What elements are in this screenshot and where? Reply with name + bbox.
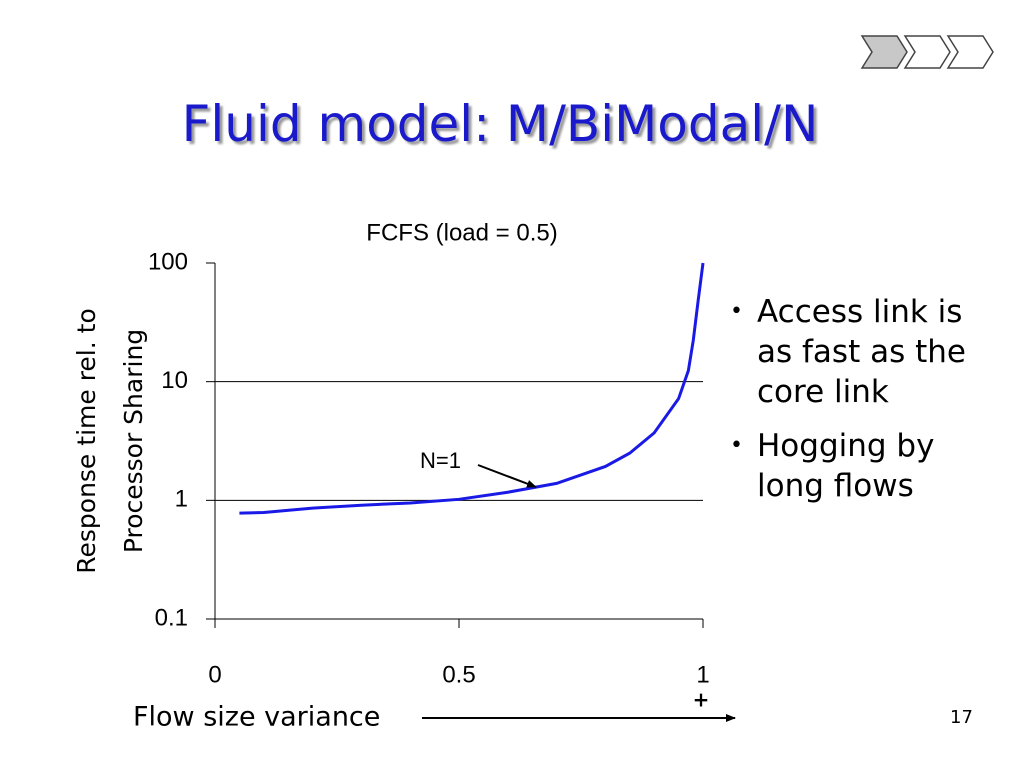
bullet: Access link is as fast as the core link [730,292,990,412]
data-line [239,262,705,515]
page-number: 17 [950,707,973,728]
y-tick-label: 1 [175,486,188,513]
y-tick-label: 100 [148,248,188,275]
y-axis-label: Processor Sharing [119,329,148,553]
y-tick-label: 0.1 [155,604,188,631]
chart-title: FCFS (load = 0.5) [366,219,557,246]
y-tick-label: 10 [161,367,188,394]
bullet: Hogging by long flows [730,426,990,506]
x-axis-label: Flow size variance [133,702,380,733]
x-tick-label: 0 [208,661,221,688]
x-axis-label-suffix: + [693,688,710,712]
x-tick-label: 0.5 [442,661,475,688]
x-tick-label: 1 [696,661,709,688]
annotation-arrow [477,464,537,488]
nav-chevrons [860,35,994,69]
annotation: N=1 [420,448,461,473]
slide-title: Fluid model: M/BiModal/N [181,95,819,153]
y-axis-label: Response time rel. to [72,308,101,574]
bullet-list: Access link is as fast as the core link … [730,292,990,520]
